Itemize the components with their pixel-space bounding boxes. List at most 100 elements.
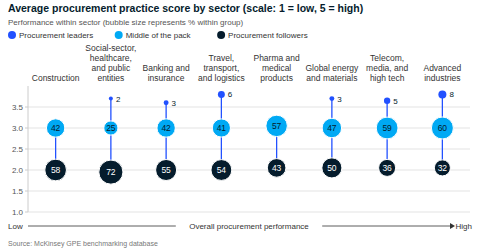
title: Average procurement practice score by se… xyxy=(8,2,363,14)
data-labels: 23635842254241574759605872555443503632 xyxy=(51,90,455,177)
data-label: 25 xyxy=(106,123,116,133)
y-tick-label: 2.0 xyxy=(12,166,24,175)
bubble xyxy=(322,118,341,137)
bubble xyxy=(212,119,230,137)
category-label: Travel,transport,and logistics xyxy=(198,53,245,83)
bubble xyxy=(211,160,232,181)
y-tick-label: 1.5 xyxy=(12,187,24,196)
plot-area xyxy=(45,90,454,184)
y-tick-label: 2.5 xyxy=(12,145,24,154)
y-tick xyxy=(25,128,28,129)
category-label: Social-sector,healthcare,and publicentit… xyxy=(85,43,136,83)
data-label: 59 xyxy=(382,123,392,133)
bubble xyxy=(384,98,390,104)
y-tick xyxy=(25,107,28,108)
y-tick xyxy=(25,170,28,171)
x-high-label: High xyxy=(456,222,472,231)
data-label: 3 xyxy=(172,99,177,108)
legend-swatch xyxy=(217,31,225,39)
bubble xyxy=(267,159,286,178)
category-label: Banking andinsurance xyxy=(142,63,190,83)
category-label: Advancedindustries xyxy=(423,63,461,83)
category-label-line: Travel, xyxy=(209,53,235,63)
data-label: 36 xyxy=(382,163,392,173)
data-label: 60 xyxy=(438,123,448,133)
category-label-line: transport, xyxy=(203,63,239,73)
data-label: 57 xyxy=(272,121,282,131)
legend-swatch xyxy=(8,31,16,39)
y-tick-label: 1.0 xyxy=(12,208,24,217)
bubble xyxy=(329,96,334,101)
y-tick xyxy=(25,191,28,192)
bubble xyxy=(376,117,398,139)
y-tick xyxy=(25,212,28,213)
bubble xyxy=(438,90,446,98)
data-label: 54 xyxy=(217,165,227,175)
bubble xyxy=(46,119,64,137)
legend-label: Procurement followers xyxy=(228,31,308,40)
data-label: 42 xyxy=(161,123,171,133)
data-label: 42 xyxy=(51,123,61,133)
data-label: 47 xyxy=(327,123,337,133)
x-axis-arrowhead xyxy=(450,223,455,229)
category-label-line: healthcare, xyxy=(90,53,132,63)
bubble xyxy=(431,117,453,139)
grid-line xyxy=(28,191,470,192)
grid-line xyxy=(28,212,470,213)
category-label-line: Advanced xyxy=(423,63,461,73)
data-label: 5 xyxy=(393,97,398,106)
bubble xyxy=(45,159,67,181)
data-label: 72 xyxy=(106,167,116,177)
category-label-line: Global energy xyxy=(305,63,359,73)
category-label-line: media, and xyxy=(366,63,408,73)
legend-title: Performance within sector (bubble size r… xyxy=(8,18,244,27)
grid-line xyxy=(28,128,470,129)
bubble xyxy=(322,158,342,178)
category-label-line: and logistics xyxy=(198,73,245,83)
legend-label: Procurement leaders xyxy=(19,31,93,40)
category-label-line: medical xyxy=(262,63,291,73)
data-label: 32 xyxy=(438,163,448,173)
bubble xyxy=(99,160,123,184)
category-label-line: Social-sector, xyxy=(85,43,136,53)
bubble xyxy=(156,159,177,180)
data-label: 43 xyxy=(272,163,282,173)
category-label: Construction xyxy=(32,73,80,83)
category-label: Global energyand materials xyxy=(305,63,359,83)
grid-line xyxy=(28,149,470,150)
bubble xyxy=(266,115,287,136)
category-label-line: industries xyxy=(424,73,460,83)
bubble xyxy=(434,160,450,176)
source: Source: McKinsey GPE benchmarking databa… xyxy=(8,240,158,248)
data-label: 8 xyxy=(449,90,454,99)
category-label-line: and public xyxy=(91,63,131,73)
category-label-line: insurance xyxy=(148,73,185,83)
legend-swatch xyxy=(115,31,123,39)
chart: Average procurement practice score by se… xyxy=(0,0,480,252)
category-label: Telecom,media, andhigh tech xyxy=(366,53,408,83)
grid-line xyxy=(28,107,470,108)
category-label-line: high tech xyxy=(370,73,405,83)
category-label-line: Construction xyxy=(32,73,80,83)
category-label-line: products xyxy=(260,73,293,83)
category-label-line: Banking and xyxy=(142,63,190,73)
x-label-bg xyxy=(176,220,322,232)
x-axis-label: Overall procurement performance xyxy=(189,222,309,231)
category-label-line: and materials xyxy=(306,73,357,83)
data-label: 41 xyxy=(217,123,227,133)
bubble xyxy=(218,91,225,98)
category-label-line: entities xyxy=(97,73,124,83)
y-tick-label: 3.0 xyxy=(12,124,24,133)
data-label: 6 xyxy=(228,90,233,99)
data-label: 58 xyxy=(51,165,61,175)
data-label: 2 xyxy=(116,95,121,104)
bubble xyxy=(164,100,169,105)
category-label-line: Pharma and xyxy=(253,53,300,63)
category-label-line: Telecom, xyxy=(370,53,404,63)
bubble xyxy=(109,97,113,101)
data-label: 50 xyxy=(327,163,337,173)
grid-line xyxy=(28,170,470,171)
y-tick-label: 3.5 xyxy=(12,103,24,112)
bubble xyxy=(104,121,118,135)
x-low-label: Low xyxy=(8,222,23,231)
